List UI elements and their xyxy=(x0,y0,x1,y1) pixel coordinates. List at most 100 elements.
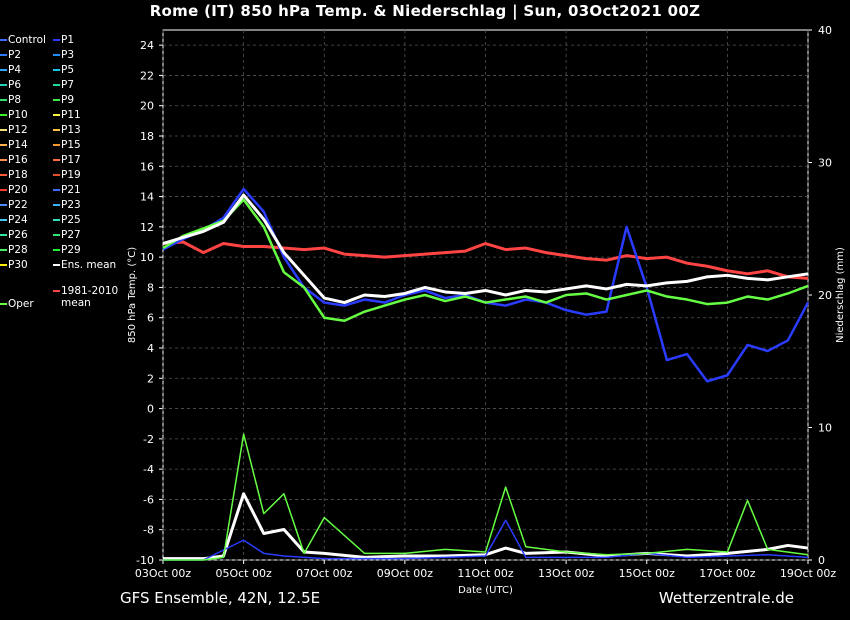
legend-swatch xyxy=(53,234,60,236)
y-tick-label: -8 xyxy=(143,524,154,537)
legend-label: P27 xyxy=(61,229,81,241)
legend-label: P11 xyxy=(61,109,81,121)
y2-tick-label: 20 xyxy=(818,289,832,302)
legend-item-p20: P20 xyxy=(0,184,28,196)
legend-item-1981-2010-mean: 1981-2010 mean xyxy=(53,285,118,309)
legend-item-p16: P16 xyxy=(0,154,28,166)
legend-swatch xyxy=(0,39,7,41)
y2-tick-label: 10 xyxy=(818,422,832,435)
legend-label: Oper xyxy=(8,298,34,310)
legend-label: P8 xyxy=(8,94,22,106)
legend-item-p14: P14 xyxy=(0,139,28,151)
legend-swatch xyxy=(53,219,60,221)
legend-item-p24: P24 xyxy=(0,214,28,226)
legend-swatch xyxy=(53,264,60,266)
legend-label: P29 xyxy=(61,244,81,256)
legend-item-p26: P26 xyxy=(0,229,28,241)
x-tick-label: 03Oct 00z xyxy=(135,567,192,580)
legend-label: P6 xyxy=(8,79,22,91)
y-tick-label: -6 xyxy=(143,493,154,506)
x-tick-label: 19Oct 00z xyxy=(780,567,837,580)
legend-item-p6: P6 xyxy=(0,79,21,91)
legend-label: P25 xyxy=(61,214,81,226)
legend-item-p22: P22 xyxy=(0,199,28,211)
legend-item-p27: P27 xyxy=(53,229,81,241)
x-tick-label: 17Oct 00z xyxy=(699,567,756,580)
legend-label: P1 xyxy=(61,34,75,46)
legend-swatch xyxy=(53,174,60,176)
legend-item-p13: P13 xyxy=(53,124,81,136)
x-tick-label: 07Oct 00z xyxy=(296,567,353,580)
precip-line-oper xyxy=(163,433,809,561)
legend-label: P10 xyxy=(8,109,28,121)
legend-label: P5 xyxy=(61,64,75,76)
legend-swatch xyxy=(0,174,7,176)
legend-label: P18 xyxy=(8,169,28,181)
y-tick-label: 10 xyxy=(140,251,154,264)
legend-swatch xyxy=(53,54,60,56)
legend-swatch xyxy=(53,290,60,292)
legend-item-p8: P8 xyxy=(0,94,21,106)
legend-label: P17 xyxy=(61,154,81,166)
y2-tick-label: 30 xyxy=(818,157,832,170)
legend-item-p10: P10 xyxy=(0,109,28,121)
legend-item-p3: P3 xyxy=(53,49,74,61)
legend-label: P26 xyxy=(8,229,28,241)
x-tick-label: 09Oct 00z xyxy=(377,567,434,580)
x-tick-label: 05Oct 00z xyxy=(215,567,272,580)
legend-item-control: Control xyxy=(0,34,46,46)
y-tick-label: 2 xyxy=(147,372,154,385)
legend-label: P2 xyxy=(8,49,22,61)
legend-swatch xyxy=(53,99,60,101)
legend-label: P16 xyxy=(8,154,28,166)
source-label: Wetterzentrale.de xyxy=(658,589,794,607)
legend-label: P20 xyxy=(8,184,28,196)
legend-label: P12 xyxy=(8,124,28,136)
precip-line-ens-mean xyxy=(163,492,809,561)
legend-label: P23 xyxy=(61,199,81,211)
legend-swatch xyxy=(53,84,60,86)
legend-swatch xyxy=(0,303,7,305)
legend-swatch xyxy=(0,69,7,71)
legend-item-p12: P12 xyxy=(0,124,28,136)
legend-swatch xyxy=(0,204,7,206)
legend-item-p17: P17 xyxy=(53,154,81,166)
legend-swatch xyxy=(0,129,7,131)
legend-swatch xyxy=(0,264,7,266)
y-tick-label: 8 xyxy=(147,281,154,294)
x-tick-label: 13Oct 00z xyxy=(538,567,595,580)
y2-tick-label: 40 xyxy=(818,24,832,37)
y-tick-label: 24 xyxy=(140,39,154,52)
legend-label: P3 xyxy=(61,49,75,61)
y-tick-label: 22 xyxy=(140,69,154,82)
legend-label: P14 xyxy=(8,139,28,151)
x-tick-label: 15Oct 00z xyxy=(619,567,676,580)
legend-label: P28 xyxy=(8,244,28,256)
legend-item-p1: P1 xyxy=(53,34,74,46)
legend-swatch xyxy=(53,114,60,116)
model-location-label: GFS Ensemble, 42N, 12.5E xyxy=(120,589,321,607)
legend-swatch xyxy=(53,69,60,71)
legend-item-p15: P15 xyxy=(53,139,81,151)
precip-line-p1 xyxy=(163,519,809,561)
y-tick-label: -4 xyxy=(143,463,154,476)
legend-label: P19 xyxy=(61,169,81,181)
legend-label: Control xyxy=(8,34,46,46)
legend-item-p25: P25 xyxy=(53,214,81,226)
y2-tick-label: 0 xyxy=(818,554,825,567)
legend-item-p9: P9 xyxy=(53,94,74,106)
legend-swatch xyxy=(53,159,60,161)
y-tick-label: -10 xyxy=(136,554,154,567)
x-tick-label: 11Oct 00z xyxy=(457,567,514,580)
y-tick-label: -2 xyxy=(143,433,154,446)
y-tick-label: 20 xyxy=(140,100,154,113)
legend-item-p28: P28 xyxy=(0,244,28,256)
legend-item-oper: Oper xyxy=(0,298,34,310)
legend-item-p21: P21 xyxy=(53,184,81,196)
legend-label: Ens. mean xyxy=(61,259,117,271)
legend-label: P24 xyxy=(8,214,28,226)
y-tick-label: 4 xyxy=(147,342,154,355)
legend-item-p19: P19 xyxy=(53,169,81,181)
legend: Control P1 P2 P3 P4 P5 P6 P7 P8 P9 P10 P11 P12 P13 P14… xyxy=(0,34,165,324)
